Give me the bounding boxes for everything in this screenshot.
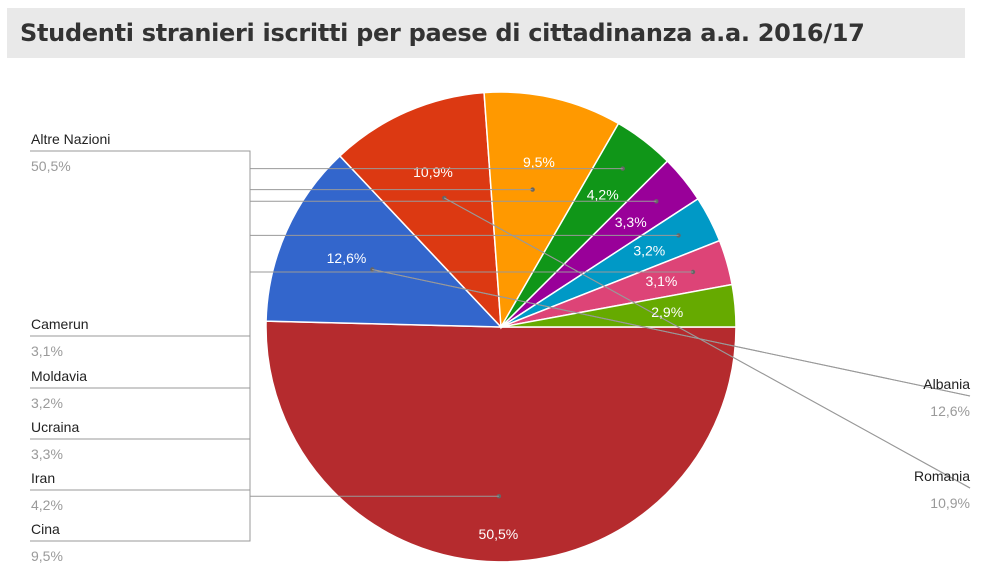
legend-value: 3,2% (31, 395, 63, 411)
legend-value: 10,9% (930, 495, 970, 511)
pie-slice-cina (483, 91, 620, 330)
slice-value-label: 50,5% (479, 526, 519, 542)
slice-value-label: 3,2% (633, 243, 665, 259)
legend-name: Camerun (31, 316, 89, 332)
leader-line (444, 197, 971, 489)
chart-title: Studenti stranieri iscritti per paese di… (20, 19, 865, 47)
legend-value: 4,2% (31, 497, 63, 513)
pie-slice-romania (338, 91, 502, 330)
legend-name: Altre Nazioni (31, 131, 110, 147)
slice-value-label: 12,6% (327, 250, 367, 266)
legend-value: 3,1% (31, 343, 63, 359)
legend-name: Iran (31, 470, 55, 486)
leader-line (30, 271, 693, 337)
legend-value: 9,5% (31, 548, 63, 564)
legend-name: Albania (923, 376, 970, 392)
legend-name: Cina (31, 521, 60, 537)
legend-value: 12,6% (930, 403, 970, 419)
slice-value-label: 4,2% (587, 187, 619, 203)
title-bar: Studenti stranieri iscritti per paese di… (7, 8, 965, 58)
slice-value-label: 3,1% (645, 273, 677, 289)
legend-name: Romania (914, 468, 970, 484)
pie-slice-slice-8 (500, 283, 737, 328)
pie-slice-altre-nazioni (265, 320, 737, 563)
legend-value: 3,3% (31, 446, 63, 462)
legend-name: Ucraina (31, 419, 79, 435)
legend-value: 50,5% (31, 158, 71, 174)
slice-value-label: 3,3% (615, 214, 647, 230)
slice-value-label: 2,9% (651, 304, 683, 320)
legend-name: Moldavia (31, 368, 87, 384)
slice-value-label: 10,9% (413, 164, 453, 180)
slice-value-label: 9,5% (523, 154, 555, 170)
leader-line (372, 269, 971, 397)
